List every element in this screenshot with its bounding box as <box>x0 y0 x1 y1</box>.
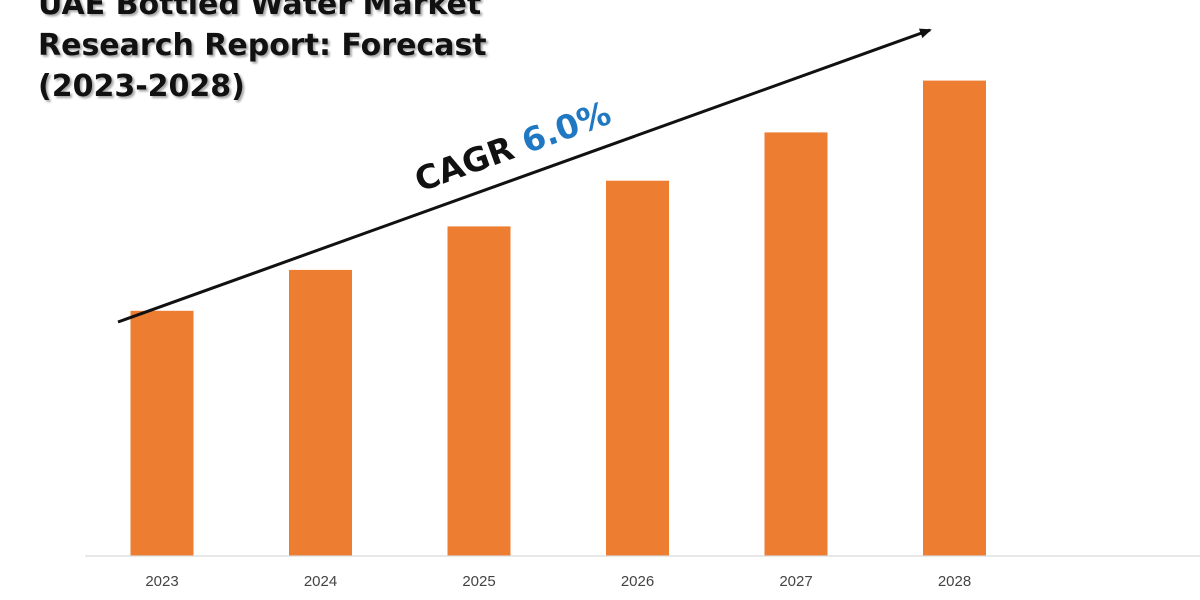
x-tick-label: 2028 <box>938 573 971 590</box>
bar-2028 <box>923 80 986 556</box>
chart-title: UAE Bottled Water Market Research Report… <box>38 0 487 104</box>
bars-layer <box>130 80 986 556</box>
cagr-annotation: CAGR 6.0% <box>409 93 615 199</box>
x-tick-label: 2026 <box>621 573 654 590</box>
x-axis-ticks: 2023 2024 2025 2026 2027 2028 <box>145 573 971 590</box>
bar-2025 <box>447 226 511 556</box>
x-tick-label: 2023 <box>145 573 178 590</box>
trend-arrow <box>117 28 932 324</box>
bar-2024 <box>289 269 352 556</box>
bar-2026 <box>606 180 669 556</box>
cagr-label: CAGR <box>409 124 529 199</box>
x-tick-label: 2027 <box>779 573 812 590</box>
bar-2023 <box>130 310 194 556</box>
x-tick-label: 2024 <box>304 573 337 590</box>
bar-2027 <box>764 132 828 556</box>
x-tick-label: 2025 <box>462 573 495 590</box>
